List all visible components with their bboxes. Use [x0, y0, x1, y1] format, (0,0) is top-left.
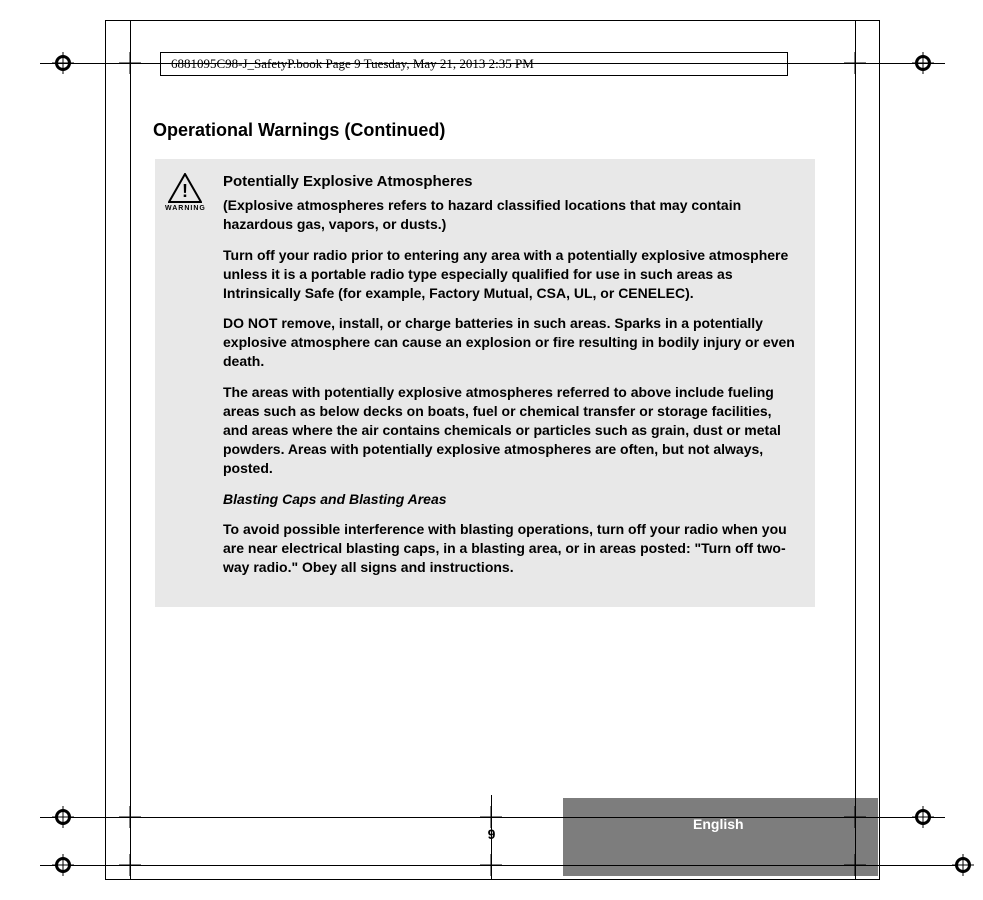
section-title: Operational Warnings (Continued)	[153, 120, 825, 141]
registration-mark-mr	[912, 806, 934, 828]
header-filename-bar: 6881095C98-J_SafetyP.book Page 9 Tuesday…	[160, 52, 788, 76]
warning-para-3: DO NOT remove, install, or charge batter…	[223, 314, 795, 371]
registration-mark-br	[952, 854, 974, 876]
language-label: English	[693, 816, 744, 832]
warning-para-2: Turn off your radio prior to entering an…	[223, 246, 795, 303]
warning-heading: Potentially Explosive Atmospheres	[223, 173, 795, 190]
crop-line-top	[40, 63, 945, 64]
warning-subheading: Blasting Caps and Blasting Areas	[223, 490, 795, 509]
warning-content: Potentially Explosive Atmospheres (Explo…	[223, 173, 795, 577]
svg-text:!: !	[182, 181, 188, 201]
registration-mark-ml	[52, 806, 74, 828]
warning-icon: ! WARNING	[165, 173, 205, 212]
crop-vline-right	[855, 20, 856, 880]
warning-box: ! WARNING Potentially Explosive Atmosphe…	[155, 159, 815, 607]
header-filename-text: 6881095C98-J_SafetyP.book Page 9 Tuesday…	[171, 56, 534, 72]
crop-vline-left	[130, 20, 131, 880]
warning-para-1: (Explosive atmospheres refers to hazard …	[223, 196, 795, 234]
page-content: Operational Warnings (Continued) ! WARNI…	[145, 120, 825, 607]
registration-mark-bl	[52, 854, 74, 876]
warning-para-4: The areas with potentially explosive atm…	[223, 383, 795, 477]
crop-vline-center	[491, 795, 492, 880]
warning-icon-label: WARNING	[165, 205, 205, 212]
warning-para-5: To avoid possible interference with blas…	[223, 520, 795, 577]
